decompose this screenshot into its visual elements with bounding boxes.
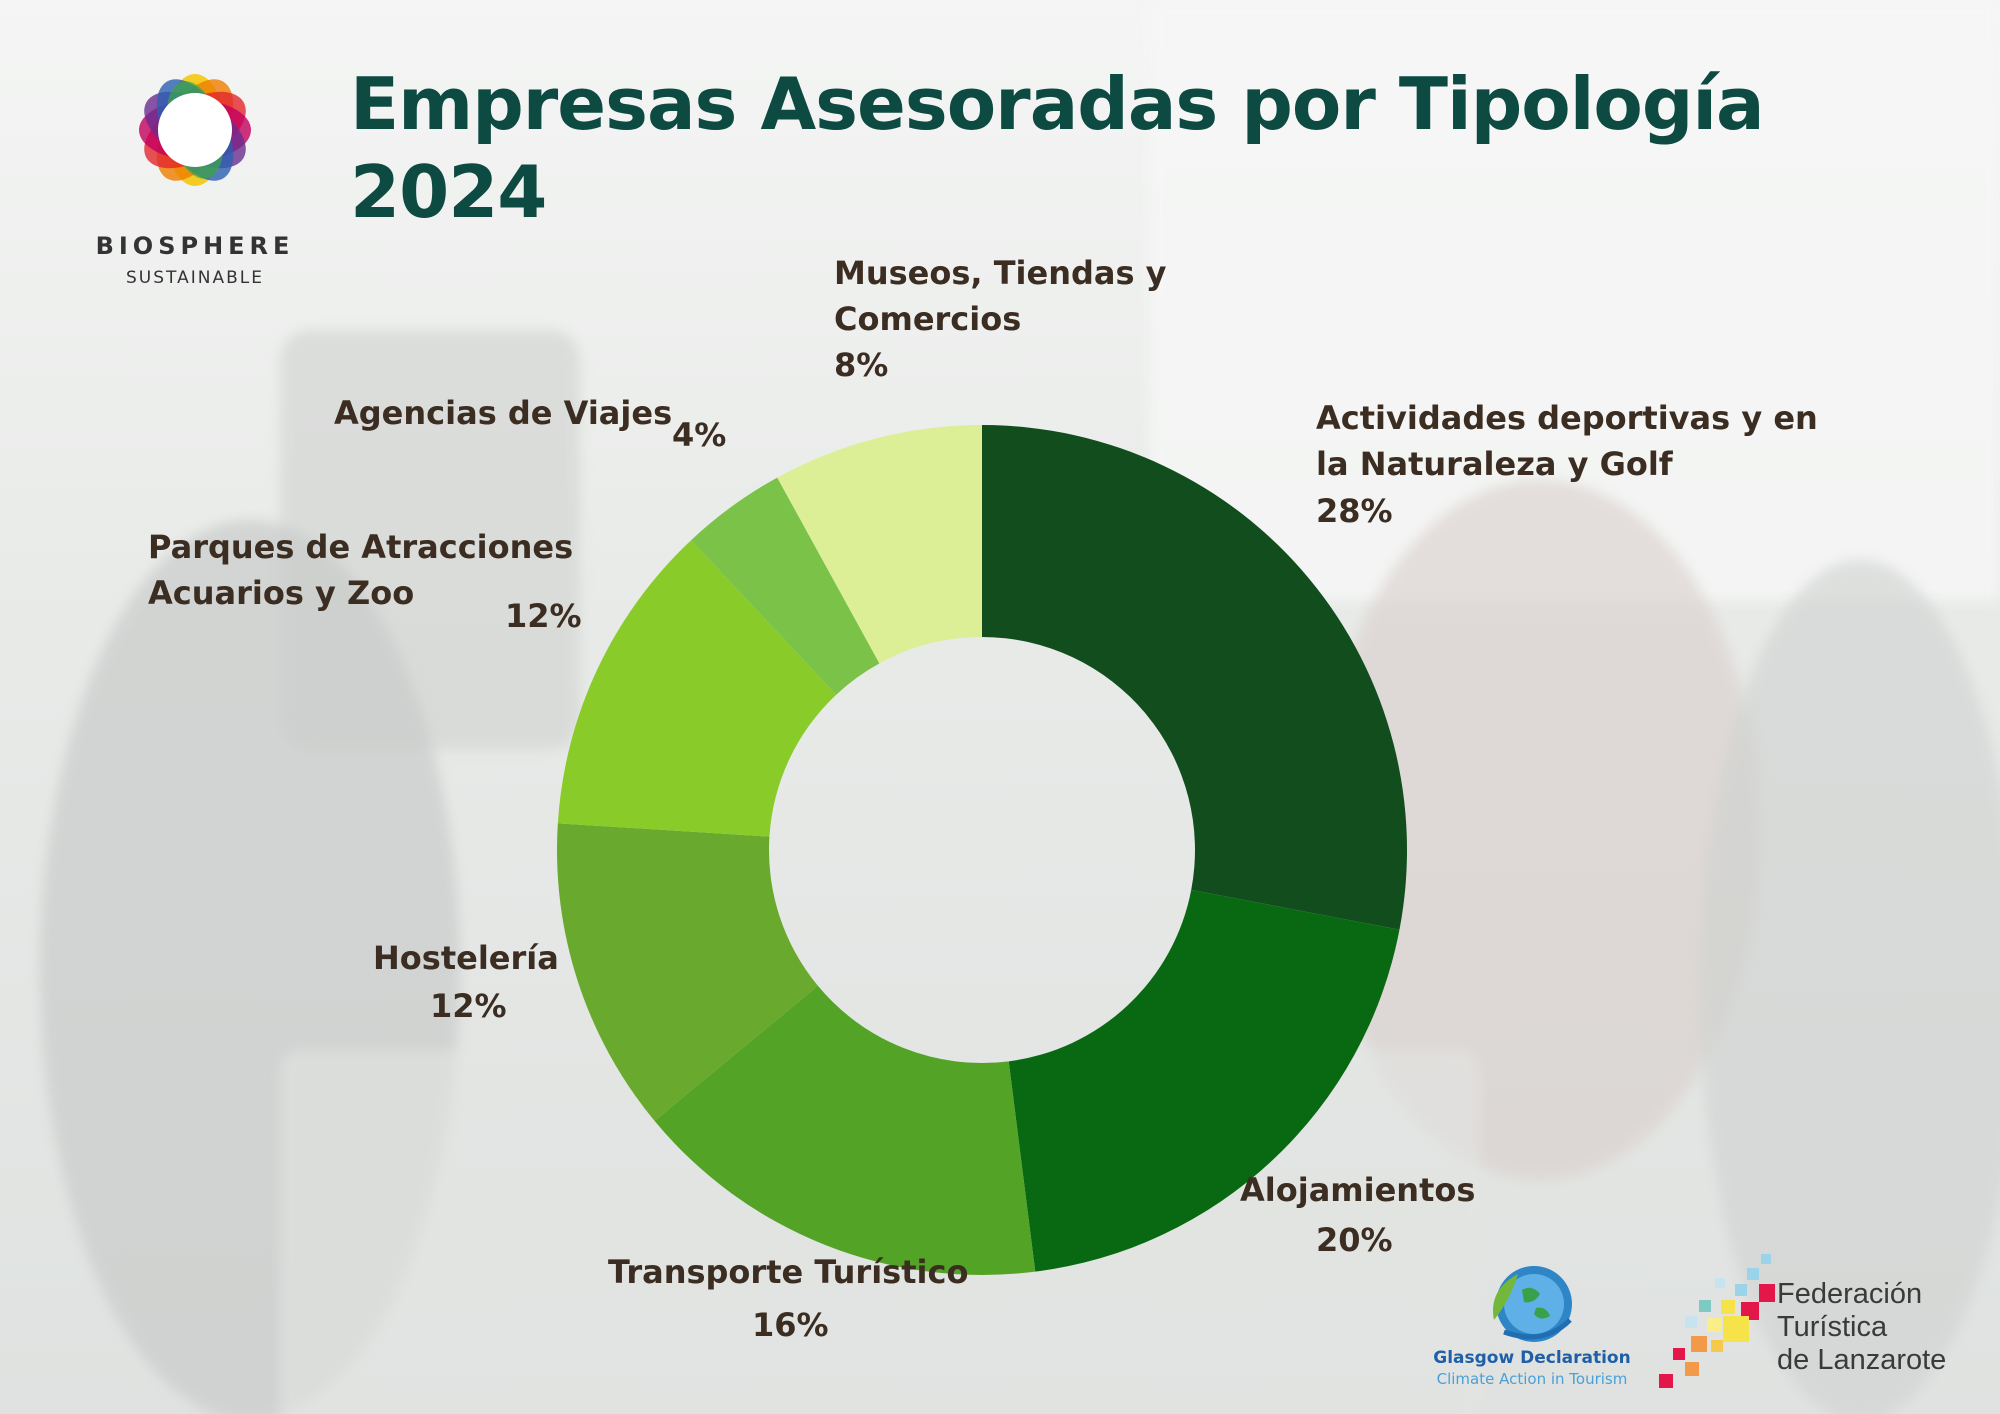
federacion-turistica-logo: Federación Turística de Lanzarote: [1655, 1250, 1955, 1400]
donut-slice-6: [777, 425, 982, 664]
glasgow-subtitle: Climate Action in Tourism: [1436, 1370, 1628, 1388]
pixel-mosaic-icon: [1659, 1254, 1775, 1388]
donut-slice-2: [654, 985, 1036, 1275]
donut-slice-4: [557, 540, 837, 837]
label-parques-line2: Acuarios y Zoo: [148, 574, 415, 612]
pct-transporte: 16%: [752, 1306, 829, 1344]
glasgow-declaration-logo: Glasgow Declaration Climate Action in To…: [1432, 1262, 1632, 1392]
label-museos-line2: Comercios: [834, 300, 1022, 338]
label-parques-line1: Parques de Atracciones: [148, 528, 574, 566]
title-line-2: 2024: [350, 150, 547, 234]
label-museos: Museos, Tiendas y Comercios: [834, 250, 1167, 342]
pct-hosteleria: 12%: [430, 987, 507, 1025]
donut-slice-0: [982, 425, 1407, 930]
page-title: Empresas Asesoradas por Tipología 2024: [350, 60, 1765, 236]
biosphere-wordmark: BIOSPHERE: [95, 232, 295, 260]
federacion-line3: de Lanzarote: [1777, 1344, 1947, 1376]
label-hosteleria: Hostelería: [373, 939, 559, 977]
glasgow-title: Glasgow Declaration: [1433, 1348, 1631, 1368]
label-museos-line1: Museos, Tiendas y: [834, 254, 1167, 292]
globe-leaf-icon: [1493, 1266, 1572, 1342]
federacion-line2: Turística: [1777, 1311, 1888, 1343]
label-agencias: Agencias de Viajes: [334, 394, 673, 432]
pct-alojamientos: 20%: [1316, 1221, 1393, 1259]
title-line-1: Empresas Asesoradas por Tipología: [350, 62, 1765, 146]
label-actividades-line1: Actividades deportivas y en: [1316, 399, 1818, 437]
donut-slice-5: [691, 477, 880, 695]
label-actividades-line2: la Naturaleza y Golf: [1316, 445, 1673, 483]
label-parques: Parques de Atracciones Acuarios y Zoo: [148, 524, 573, 616]
federacion-line1: Federación: [1777, 1278, 1923, 1310]
biosphere-logo: BIOSPHERE SUSTAINABLE: [90, 50, 300, 300]
pct-museos: 8%: [834, 346, 889, 384]
biosphere-flower-icon: [139, 74, 251, 186]
federacion-name: Federación Turística de Lanzarote: [1777, 1278, 1957, 1377]
pct-agencias: 4%: [672, 416, 727, 454]
biosphere-subtitle: SUSTAINABLE: [126, 268, 264, 288]
pct-actividades: 28%: [1316, 492, 1393, 530]
label-actividades: Actividades deportivas y en la Naturalez…: [1316, 395, 1818, 487]
label-alojamientos: Alojamientos: [1240, 1171, 1476, 1209]
donut-slice-3: [557, 823, 818, 1121]
donut-slice-1: [1008, 889, 1400, 1272]
label-transporte: Transporte Turístico: [608, 1253, 969, 1291]
pct-parques: 12%: [505, 597, 582, 635]
